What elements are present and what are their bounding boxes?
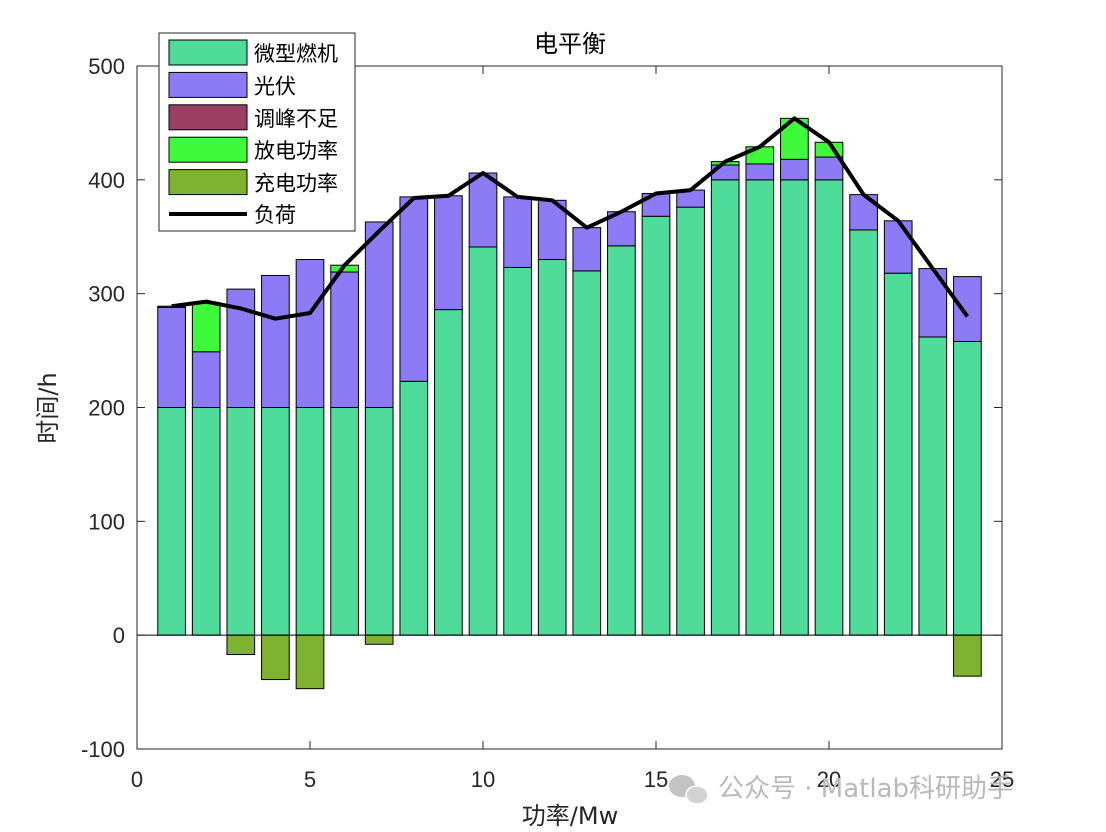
bar-series3-x2 [191,302,221,353]
y-tick-label: -100 [81,737,125,762]
bar-series0-x13 [572,270,602,636]
x-tick-label: 10 [471,767,495,792]
y-ticks: -100 0 100 200 300 400 500 [81,54,1002,762]
wechat-icon [669,775,709,805]
legend-label: 放电功率 [254,139,338,163]
bar-series1-x9 [434,195,463,311]
bar-series0-x22 [883,272,913,636]
legend-swatch [168,39,248,66]
bar-series4-x3 [226,634,256,656]
bar-series0-x10 [468,246,498,636]
bar-series0-x9 [434,309,463,636]
bar-series0-x11 [503,266,532,636]
x-tick-label: 0 [131,767,143,792]
legend-swatch [168,71,248,98]
bar-series0-x3 [226,407,256,636]
bar-series0-x8 [399,380,429,636]
legend-swatch [168,136,248,163]
bar-series0-x12 [537,259,567,636]
bar-series1-x22 [883,220,913,274]
bar-series0-x21 [849,229,878,636]
y-tick-label: 300 [88,282,125,307]
x-ticks: 0 5 10 15 20 25 [131,66,1014,792]
bar-series0-x5 [295,407,325,636]
bar-series0-x18 [745,179,775,636]
bars [157,117,982,690]
bar-series1-x2 [191,351,221,408]
bar-series0-x6 [330,407,359,636]
bar-series0-x19 [780,179,809,636]
bar-series0-x16 [676,206,705,636]
watermark-text: 公众号 · Matlab科研助手 [718,774,1013,804]
bar-series4-x7 [364,634,394,645]
bar-series1-x19 [780,158,809,181]
y-tick-label: 200 [88,396,125,421]
bar-series1-x11 [503,196,532,268]
x-axis-label: 功率/Mw [522,802,618,830]
bar-series0-x4 [261,407,290,636]
x-tick-label: 25 [990,767,1014,792]
legend-swatch [168,104,248,131]
bar-series1-x4 [261,274,290,409]
bar-series0-x2 [191,407,221,636]
y-tick-label: 400 [88,168,125,193]
bar-series0-x7 [364,407,394,636]
y-axis-label: 时间/h [34,372,62,443]
y-tick-label: 500 [88,54,125,79]
legend-label: 微型燃机 [254,42,338,66]
bar-series1-x5 [295,259,325,408]
x-tick-label: 15 [644,767,668,792]
legend-label: 调峰不足 [254,107,338,131]
x-tick-label: 20 [817,767,841,792]
legend-label: 光伏 [254,74,296,98]
watermark: 公众号 · Matlab科研助手 [669,774,1013,805]
bar-series1-x6 [330,271,359,409]
bar-series0-x20 [814,179,844,636]
bar-series0-x23 [918,336,948,636]
bar-series1-x1 [157,306,186,408]
bar-series1-x24 [953,276,982,342]
bar-series1-x7 [364,221,394,408]
bar-series3-x1 [157,305,186,308]
bar-series1-x10 [468,172,498,248]
bar-series0-x15 [641,215,671,636]
legend-label: 负荷 [254,203,296,227]
bar-series1-x18 [745,163,775,181]
load-line [171,116,970,321]
bar-series0-x24 [953,340,982,636]
y-tick-label: 0 [113,623,125,648]
bar-series4-x4 [261,634,290,681]
bar-series1-x8 [399,196,429,382]
bar-series0-x17 [710,179,740,636]
bar-series1-x13 [572,227,602,272]
bar-series4-x24 [953,634,982,677]
legend-label: 充电功率 [254,172,338,196]
bar-series0-x14 [607,245,636,636]
chart-title: 电平衡 [534,30,606,58]
bar-series0-x1 [157,407,186,636]
bar-series4-x5 [295,634,325,690]
x-tick-label: 5 [304,767,316,792]
legend-box [158,32,356,232]
y-tick-label: 100 [88,509,125,534]
legend-swatch [168,169,248,196]
bar-series1-x12 [537,199,567,261]
